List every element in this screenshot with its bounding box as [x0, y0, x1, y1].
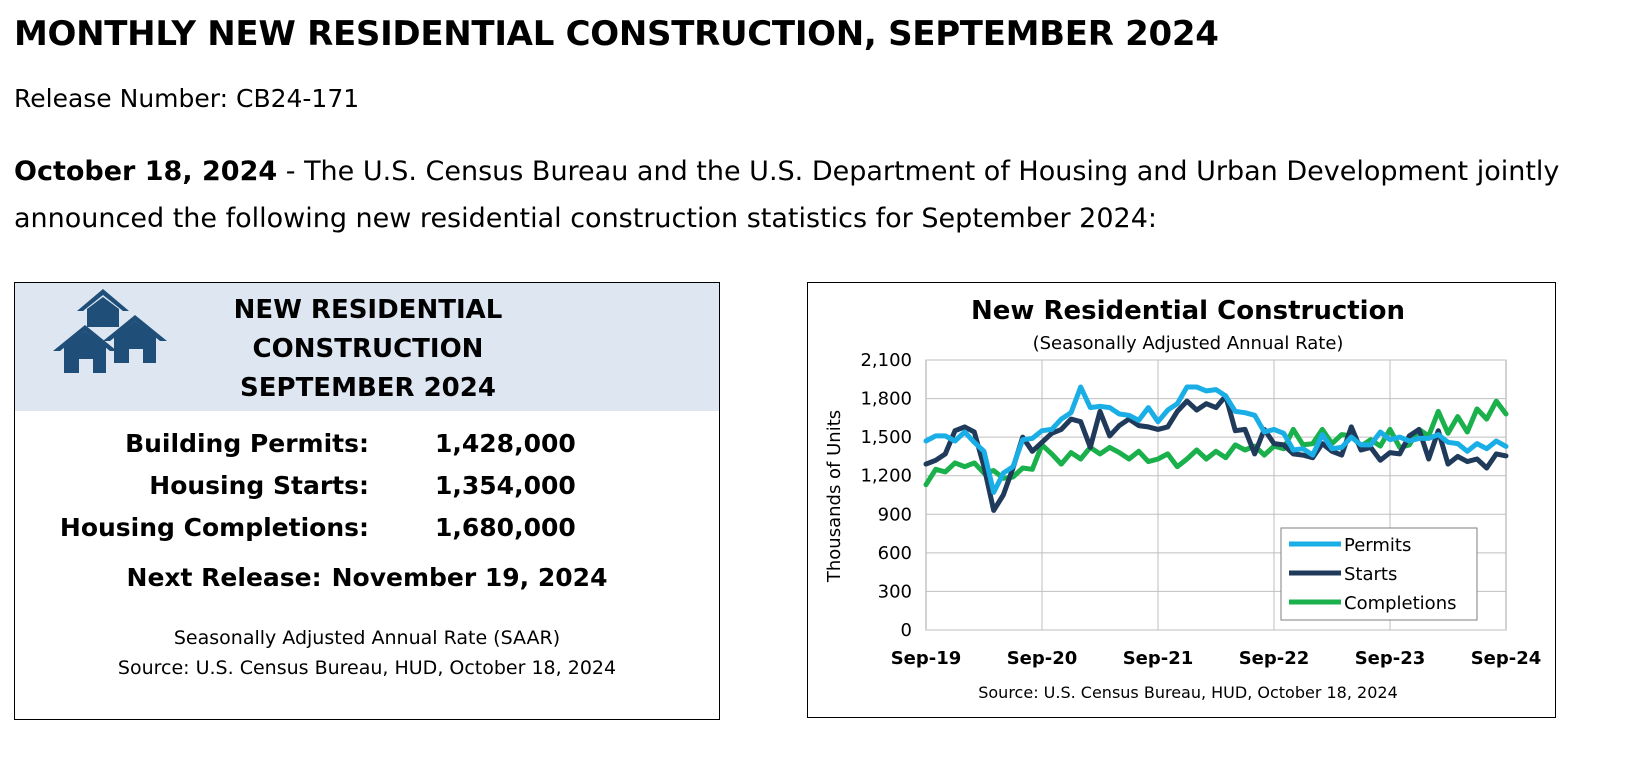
- chart-legend: Permits Starts Completions: [1280, 527, 1478, 621]
- stat-label: Building Permits:: [125, 429, 369, 458]
- chart-title: New Residential Construction: [971, 296, 1405, 326]
- houses-icon: [53, 289, 167, 373]
- stat-label: Housing Completions:: [59, 513, 369, 542]
- stat-row-starts: Housing Starts: 1,354,000: [15, 471, 719, 511]
- next-release-date: November 19, 2024: [331, 563, 608, 592]
- stat-value: 1,354,000: [435, 471, 576, 500]
- next-release-label: Next Release:: [126, 563, 322, 592]
- chart-subtitle: (Seasonally Adjusted Annual Rate): [1033, 333, 1344, 354]
- line-chart: New Residential Construction (Seasonally…: [824, 296, 1542, 702]
- x-tick-label: Sep-20: [1007, 648, 1078, 669]
- stat-row-completions: Housing Completions: 1,680,000: [15, 513, 719, 553]
- summary-title-line3: SEPTEMBER 2024: [240, 373, 496, 403]
- legend-label: Permits: [1344, 535, 1411, 556]
- stat-row-permits: Building Permits: 1,428,000: [15, 429, 719, 469]
- x-tick-label: Sep-21: [1123, 648, 1194, 669]
- next-release: Next Release: November 19, 2024: [15, 563, 719, 592]
- stat-value: 1,428,000: [435, 429, 576, 458]
- intro-text-line1: - The U.S. Census Bureau and the U.S. De…: [277, 156, 1560, 187]
- y-tick-label: 900: [878, 504, 912, 525]
- summary-panel: NEW RESIDENTIAL CONSTRUCTION SEPTEMBER 2…: [14, 282, 720, 720]
- y-tick-label: 1,200: [860, 466, 912, 487]
- x-tick-label: Sep-19: [891, 648, 962, 669]
- series-line-permits: [923, 384, 1509, 495]
- summary-panel-title: NEW RESIDENTIAL CONSTRUCTION SEPTEMBER 2…: [185, 291, 551, 408]
- y-tick-label: 0: [901, 620, 912, 641]
- y-axis-label: Thousands of Units: [824, 410, 845, 583]
- saar-note: Seasonally Adjusted Annual Rate (SAAR): [173, 627, 561, 649]
- summary-panel-header: NEW RESIDENTIAL CONSTRUCTION SEPTEMBER 2…: [15, 283, 719, 411]
- x-tick-label: Sep-22: [1239, 648, 1310, 669]
- intro-paragraph: October 18, 2024 - The U.S. Census Burea…: [14, 148, 1574, 242]
- summary-title-line1: NEW RESIDENTIAL: [233, 295, 503, 325]
- chart-panel: New Residential Construction (Seasonally…: [807, 282, 1556, 718]
- x-tick-label: Sep-23: [1355, 648, 1426, 669]
- intro-text-line2: announced the following new residential …: [14, 203, 1157, 234]
- release-number: Release Number: CB24-171: [14, 84, 360, 113]
- stat-value: 1,680,000: [435, 513, 576, 542]
- x-tick-label: Sep-24: [1471, 648, 1542, 669]
- summary-title-line2: CONSTRUCTION: [252, 334, 484, 364]
- y-tick-label: 600: [878, 543, 912, 564]
- series-line-starts: [923, 393, 1509, 513]
- y-tick-label: 300: [878, 581, 912, 602]
- intro-date: October 18, 2024: [14, 156, 278, 187]
- y-tick-label: 1,500: [860, 427, 912, 448]
- series-line-completions: [923, 398, 1509, 488]
- page-title: MONTHLY NEW RESIDENTIAL CONSTRUCTION, SE…: [14, 14, 1219, 54]
- legend-label: Completions: [1344, 593, 1456, 614]
- source-note: Source: U.S. Census Bureau, HUD, October…: [117, 657, 617, 679]
- y-tick-label: 2,100: [860, 350, 912, 371]
- legend-label: Starts: [1344, 564, 1397, 585]
- stat-label: Housing Starts:: [149, 471, 369, 500]
- chart-source: Source: U.S. Census Bureau, HUD, October…: [978, 683, 1398, 702]
- y-tick-label: 1,800: [860, 389, 912, 410]
